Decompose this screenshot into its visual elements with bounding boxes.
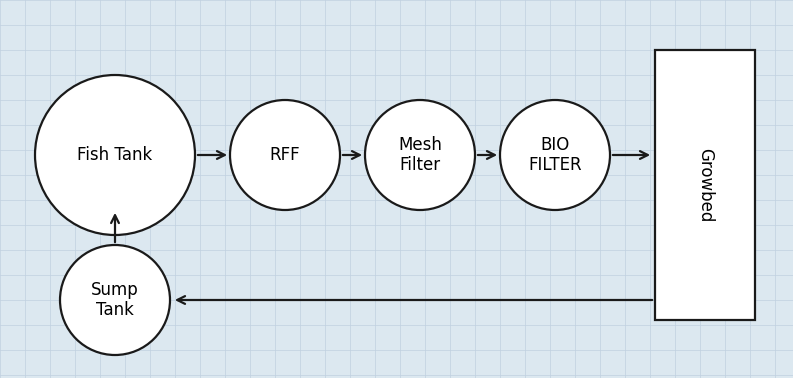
Circle shape [60,245,170,355]
Circle shape [230,100,340,210]
Text: Growbed: Growbed [696,148,714,222]
Text: Sump
Tank: Sump Tank [91,280,139,319]
Text: Mesh
Filter: Mesh Filter [398,136,442,174]
Circle shape [365,100,475,210]
Circle shape [35,75,195,235]
Circle shape [500,100,610,210]
Text: RFF: RFF [270,146,301,164]
Text: Fish Tank: Fish Tank [78,146,152,164]
Bar [655,50,755,320]
Text: BIO
FILTER: BIO FILTER [528,136,582,174]
